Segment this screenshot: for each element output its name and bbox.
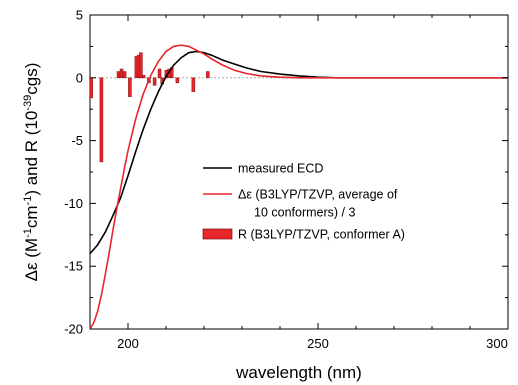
r-bar [116, 71, 121, 79]
r-bar [152, 77, 157, 86]
y-tick-label: -20 [64, 322, 83, 337]
y-axis-title-suffix: cgs) [22, 63, 41, 95]
y-tick-label: 0 [76, 70, 83, 85]
x-tick-label: 250 [307, 336, 329, 351]
y-tick-label: -5 [71, 133, 83, 148]
legend: measured ECD Δε (B3LYP/TZVP, average of … [202, 162, 405, 242]
measured-ecd-line [89, 50, 508, 255]
r-bar [157, 68, 162, 79]
x-tick-labels: 200 250 300 [117, 336, 508, 351]
y-tick-label: -10 [64, 196, 83, 211]
y-tick-label: -15 [64, 259, 83, 274]
y-axis-title-sup: -1 [22, 196, 34, 206]
y-axis-title-mid: ) and R (10 [22, 111, 41, 196]
legend-label-measured: measured ECD [238, 162, 323, 176]
legend-swatch-bars [202, 228, 233, 240]
legend-label-calculated-line2: 10 conformers) / 3 [254, 206, 355, 220]
x-axis-title: wavelength (nm) [235, 363, 362, 382]
y-tick-label: 5 [76, 8, 83, 23]
r-bar [139, 52, 143, 79]
y-axis-title-prefix: Δε (M [22, 238, 41, 281]
r-bar [99, 77, 104, 163]
y-axis-title-mid: cm [22, 205, 41, 228]
r-bar [122, 71, 127, 79]
r-bar [89, 77, 93, 99]
y-axis-title-sup: -39 [22, 95, 34, 111]
x-tick-label: 200 [117, 336, 139, 351]
r-bar [119, 68, 124, 79]
r-bar [206, 71, 210, 79]
r-bar [191, 77, 196, 92]
r-bars [89, 52, 210, 163]
axis-ticks [90, 14, 509, 330]
r-bar [141, 75, 146, 79]
y-axis-title-sup: -1 [22, 228, 34, 238]
x-tick-label: 300 [486, 336, 508, 351]
y-axis-title: Δε (M-1cm-1) and R (10-39cgs) [22, 63, 41, 282]
legend-label-calculated: Δε (B3LYP/TZVP, average of [238, 188, 398, 202]
legend-label-bars: R (B3LYP/TZVP, conformer A) [238, 228, 405, 242]
r-bar [175, 77, 180, 84]
y-tick-labels: 5 0 -5 -10 -15 -20 [64, 8, 83, 337]
r-bar [128, 77, 132, 97]
calculated-delta-epsilon-line [89, 44, 508, 330]
